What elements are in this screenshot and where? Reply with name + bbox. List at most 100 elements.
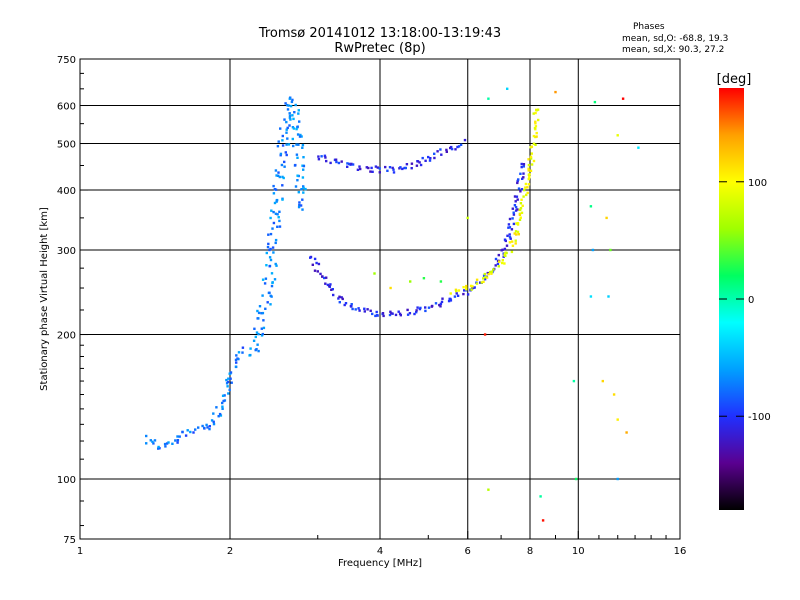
data-point: [184, 434, 188, 437]
data-point: [522, 163, 526, 166]
data-point: [388, 166, 392, 169]
data-point: [149, 439, 152, 442]
data-point: [505, 251, 508, 255]
data-point: [337, 297, 340, 300]
data-point: [226, 380, 230, 384]
data-point: [324, 282, 327, 285]
data-point: [237, 357, 240, 361]
data-point: [428, 159, 432, 162]
data-point: [351, 163, 355, 166]
data-point: [302, 156, 305, 159]
phases-o-stats: mean, sd,O: -68.8, 19.3: [622, 34, 729, 44]
data-point: [221, 394, 225, 397]
data-point: [366, 308, 369, 311]
data-point: [501, 261, 504, 265]
data-point: [302, 168, 305, 171]
data-point: [272, 251, 275, 254]
data-point: [497, 265, 500, 268]
data-point: [501, 259, 504, 262]
data-point: [344, 302, 348, 305]
data-point: [296, 174, 299, 177]
data-point: [292, 144, 295, 148]
data-point: [390, 312, 393, 315]
data-point: [292, 127, 296, 130]
data-point: [526, 186, 529, 189]
data-point: [416, 306, 419, 309]
data-point: [523, 188, 526, 192]
data-point: [230, 381, 233, 384]
data-point: [255, 331, 259, 334]
data-point: [350, 305, 353, 308]
data-point: [298, 201, 301, 204]
data-point: [329, 283, 332, 286]
data-point: [274, 212, 278, 215]
data-point: [508, 217, 512, 221]
data-point: [269, 247, 272, 251]
data-point: [335, 160, 338, 164]
data-point: [365, 166, 368, 169]
data-point: [278, 175, 281, 179]
data-point: [301, 164, 304, 167]
data-point: [572, 379, 576, 383]
y-tick-label: 100: [57, 475, 76, 486]
data-point: [296, 156, 299, 159]
data-point: [254, 335, 257, 339]
data-point: [371, 170, 374, 173]
data-point: [445, 148, 448, 152]
data-point: [295, 143, 298, 146]
data-point: [516, 179, 519, 183]
data-point: [497, 253, 500, 257]
data-point: [237, 351, 241, 354]
data-point: [257, 332, 260, 336]
data-point: [285, 131, 288, 134]
data-point: [539, 495, 542, 498]
data-point: [527, 177, 530, 181]
data-point: [503, 252, 506, 256]
data-point: [269, 232, 273, 236]
y-tick-label: 500: [57, 140, 76, 151]
data-point: [534, 125, 538, 128]
data-point: [373, 272, 376, 275]
data-point: [494, 257, 498, 261]
data-point: [450, 147, 454, 151]
data-point: [273, 201, 277, 205]
data-point: [297, 143, 300, 146]
data-point: [241, 346, 245, 349]
data-point: [266, 245, 270, 249]
data-point: [249, 353, 252, 357]
data-point: [359, 167, 362, 171]
data-point: [391, 312, 394, 315]
data-point: [522, 195, 525, 198]
data-point: [261, 332, 264, 336]
data-point: [514, 230, 518, 233]
data-point: [601, 379, 604, 383]
data-point: [505, 244, 509, 247]
data-point: [527, 163, 531, 167]
data-point: [273, 188, 277, 191]
data-point: [317, 155, 320, 158]
data-point: [408, 312, 412, 315]
data-point: [176, 435, 179, 438]
data-point: [296, 133, 300, 136]
data-point: [374, 165, 378, 168]
data-point: [218, 412, 222, 416]
data-point: [424, 159, 427, 162]
data-point: [299, 204, 303, 207]
data-point: [272, 192, 276, 195]
data-point: [285, 120, 288, 124]
data-point: [275, 264, 278, 267]
data-point: [519, 172, 522, 175]
grid-lines: [80, 59, 680, 539]
data-point: [287, 104, 290, 107]
data-point: [221, 405, 224, 408]
data-point: [226, 385, 229, 388]
data-point: [421, 156, 424, 160]
data-point: [404, 166, 407, 170]
data-point: [317, 158, 321, 161]
data-point: [529, 157, 533, 160]
data-points: [145, 87, 640, 522]
data-point: [515, 222, 518, 225]
data-point: [288, 112, 291, 115]
data-point: [455, 292, 458, 295]
data-point: [534, 135, 537, 139]
